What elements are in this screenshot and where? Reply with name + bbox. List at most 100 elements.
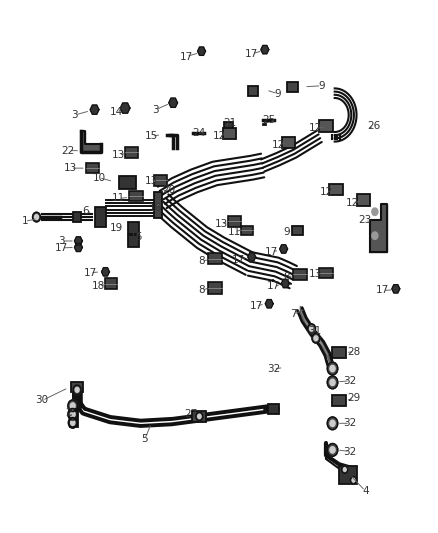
FancyBboxPatch shape	[71, 382, 83, 392]
FancyBboxPatch shape	[283, 137, 295, 149]
Text: 32: 32	[343, 376, 357, 386]
Text: 27: 27	[184, 409, 197, 419]
FancyBboxPatch shape	[319, 268, 332, 278]
Text: 12: 12	[212, 131, 226, 141]
FancyBboxPatch shape	[119, 176, 136, 189]
FancyBboxPatch shape	[339, 466, 357, 484]
Polygon shape	[169, 98, 177, 107]
Circle shape	[198, 414, 201, 418]
Text: 16: 16	[149, 203, 162, 213]
Polygon shape	[392, 285, 400, 293]
FancyBboxPatch shape	[248, 86, 258, 96]
Text: 4: 4	[362, 486, 369, 496]
Circle shape	[372, 232, 378, 239]
Circle shape	[68, 417, 77, 428]
Text: 25: 25	[263, 115, 276, 125]
Text: 3: 3	[152, 104, 159, 115]
Polygon shape	[370, 204, 387, 252]
FancyBboxPatch shape	[130, 191, 143, 200]
Text: 13: 13	[145, 176, 158, 187]
FancyBboxPatch shape	[223, 128, 237, 140]
Text: 15: 15	[145, 131, 158, 141]
FancyBboxPatch shape	[70, 409, 78, 427]
Text: 12: 12	[319, 187, 332, 197]
Text: 13: 13	[308, 270, 321, 279]
FancyBboxPatch shape	[125, 147, 138, 158]
Text: 17: 17	[245, 49, 258, 59]
Polygon shape	[265, 300, 273, 308]
Text: 2: 2	[65, 408, 72, 418]
Text: 32: 32	[343, 447, 357, 456]
Text: 13: 13	[112, 150, 125, 160]
Circle shape	[68, 408, 78, 420]
Text: 32: 32	[267, 364, 280, 374]
FancyBboxPatch shape	[332, 348, 346, 358]
Polygon shape	[74, 237, 82, 245]
Circle shape	[327, 417, 338, 430]
Circle shape	[330, 420, 335, 426]
Text: 19: 19	[110, 223, 123, 233]
FancyBboxPatch shape	[224, 123, 233, 131]
FancyBboxPatch shape	[292, 225, 303, 235]
Polygon shape	[102, 268, 110, 276]
Text: 17: 17	[250, 301, 263, 311]
Polygon shape	[120, 103, 130, 113]
Text: 5: 5	[141, 434, 148, 445]
Text: 17: 17	[180, 52, 193, 61]
FancyBboxPatch shape	[105, 278, 117, 289]
FancyBboxPatch shape	[293, 269, 307, 280]
FancyBboxPatch shape	[228, 216, 241, 227]
Text: 8: 8	[198, 256, 205, 266]
Text: 10: 10	[92, 173, 106, 183]
Text: 7: 7	[290, 309, 297, 319]
Polygon shape	[81, 131, 85, 152]
Polygon shape	[280, 245, 288, 253]
Text: 18: 18	[92, 281, 106, 291]
Polygon shape	[282, 279, 289, 288]
FancyBboxPatch shape	[86, 163, 99, 173]
Circle shape	[71, 420, 75, 425]
FancyBboxPatch shape	[128, 235, 139, 247]
Circle shape	[75, 387, 79, 392]
Text: 22: 22	[62, 146, 75, 156]
Text: 12: 12	[346, 198, 359, 208]
FancyBboxPatch shape	[268, 403, 279, 414]
Polygon shape	[90, 105, 99, 114]
Circle shape	[327, 362, 338, 375]
Circle shape	[330, 366, 335, 372]
Circle shape	[73, 385, 81, 394]
Text: 8: 8	[198, 286, 205, 295]
Text: 11: 11	[228, 227, 241, 237]
Text: 28: 28	[348, 346, 361, 357]
Circle shape	[307, 324, 315, 334]
FancyBboxPatch shape	[287, 82, 297, 92]
Text: 13: 13	[215, 219, 228, 229]
Text: 21: 21	[223, 118, 237, 128]
Text: 17: 17	[232, 255, 245, 264]
Circle shape	[314, 336, 318, 341]
Text: 3: 3	[71, 110, 78, 120]
Text: 9: 9	[283, 227, 290, 237]
FancyBboxPatch shape	[329, 183, 343, 195]
Text: 20: 20	[162, 185, 175, 196]
Circle shape	[71, 403, 75, 409]
Circle shape	[35, 215, 39, 220]
FancyBboxPatch shape	[192, 411, 206, 422]
FancyBboxPatch shape	[208, 253, 222, 264]
FancyBboxPatch shape	[357, 194, 370, 206]
FancyBboxPatch shape	[95, 207, 106, 227]
Text: 12: 12	[271, 140, 285, 150]
Polygon shape	[81, 144, 101, 152]
Text: 30: 30	[35, 395, 49, 406]
Text: 1: 1	[21, 216, 28, 227]
Circle shape	[68, 400, 78, 411]
Circle shape	[71, 411, 75, 417]
Circle shape	[343, 468, 346, 471]
Text: 12: 12	[308, 123, 321, 133]
Text: 6: 6	[82, 206, 89, 216]
Text: 14: 14	[110, 107, 123, 117]
Circle shape	[196, 412, 203, 421]
Text: 32: 32	[343, 418, 357, 429]
Circle shape	[327, 443, 338, 456]
FancyBboxPatch shape	[128, 222, 139, 234]
